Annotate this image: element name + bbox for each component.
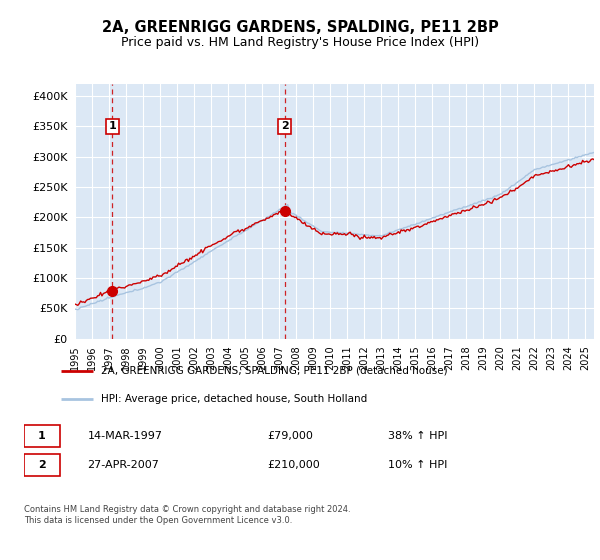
Text: £79,000: £79,000 [267,431,313,441]
Text: £210,000: £210,000 [267,460,320,470]
FancyBboxPatch shape [24,425,60,447]
Text: 14-MAR-1997: 14-MAR-1997 [88,431,163,441]
Text: 2A, GREENRIGG GARDENS, SPALDING, PE11 2BP (detached house): 2A, GREENRIGG GARDENS, SPALDING, PE11 2B… [101,366,448,376]
Text: 2: 2 [38,460,46,470]
Text: 2: 2 [281,122,289,132]
Text: Price paid vs. HM Land Registry's House Price Index (HPI): Price paid vs. HM Land Registry's House … [121,36,479,49]
FancyBboxPatch shape [24,454,60,476]
Text: 1: 1 [109,122,116,132]
Text: 38% ↑ HPI: 38% ↑ HPI [388,431,448,441]
Text: 2A, GREENRIGG GARDENS, SPALDING, PE11 2BP: 2A, GREENRIGG GARDENS, SPALDING, PE11 2B… [101,20,499,35]
Text: 27-APR-2007: 27-APR-2007 [88,460,160,470]
Text: HPI: Average price, detached house, South Holland: HPI: Average price, detached house, Sout… [101,394,367,404]
Text: 10% ↑ HPI: 10% ↑ HPI [388,460,448,470]
Text: Contains HM Land Registry data © Crown copyright and database right 2024.
This d: Contains HM Land Registry data © Crown c… [24,505,350,525]
Text: 1: 1 [38,431,46,441]
